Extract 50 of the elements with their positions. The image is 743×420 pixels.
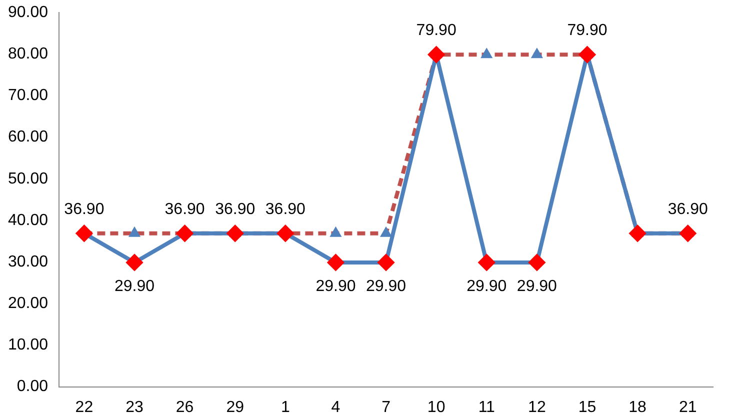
x-tick-label: 21 (678, 398, 697, 416)
point (227, 225, 244, 242)
point (630, 225, 646, 242)
x-tick-label: 22 (75, 398, 94, 416)
point (76, 225, 92, 242)
data-label: 29.90 (316, 278, 356, 295)
y-tick-label: 0.00 (16, 378, 48, 396)
point (579, 46, 596, 63)
data-label: 36.90 (265, 200, 306, 218)
x-tick-label: 23 (126, 398, 144, 416)
data-label: 79.90 (567, 22, 608, 39)
x-tick-label: 11 (478, 398, 496, 416)
x-tick-label: 26 (176, 398, 194, 416)
data-label: 29.90 (366, 278, 406, 295)
data-label: 36.90 (668, 200, 708, 218)
point (381, 228, 391, 237)
x-tick-label: 7 (382, 398, 391, 416)
point (378, 254, 394, 270)
data-label: 29.90 (516, 278, 558, 295)
point (428, 46, 444, 63)
y-tick-label: 50.00 (8, 170, 48, 188)
x-tick-label: 4 (331, 398, 340, 416)
x-tick-label: 10 (427, 398, 446, 416)
point (176, 225, 193, 242)
y-tick-label: 90.00 (8, 4, 48, 22)
x-tick-label: 12 (528, 398, 546, 416)
y-tick-label: 20.00 (8, 295, 48, 312)
x-tick-label: 29 (226, 398, 244, 416)
y-tick-label: 60.00 (8, 128, 48, 146)
y-tick-label: 70.00 (8, 87, 48, 104)
point (478, 254, 495, 270)
point (126, 254, 142, 270)
x-tick-label: 18 (628, 398, 647, 416)
point (528, 254, 545, 270)
data-label: 36.90 (64, 200, 104, 218)
data-label: 36.90 (215, 200, 256, 218)
y-tick-label: 40.00 (8, 212, 48, 229)
point (277, 225, 294, 242)
data-label: 36.90 (164, 200, 205, 218)
data-label: 29.90 (466, 278, 507, 295)
data-label: 79.90 (416, 22, 456, 39)
y-tick-label: 80.00 (8, 46, 48, 63)
point (328, 254, 344, 270)
x-tick-label: 1 (280, 398, 290, 416)
x-tick-label: 15 (578, 398, 596, 416)
point (680, 225, 696, 242)
data-label: 29.90 (114, 278, 155, 295)
point (130, 228, 140, 237)
y-tick-label: 30.00 (8, 253, 48, 270)
y-tick-label: 10.00 (8, 336, 48, 354)
